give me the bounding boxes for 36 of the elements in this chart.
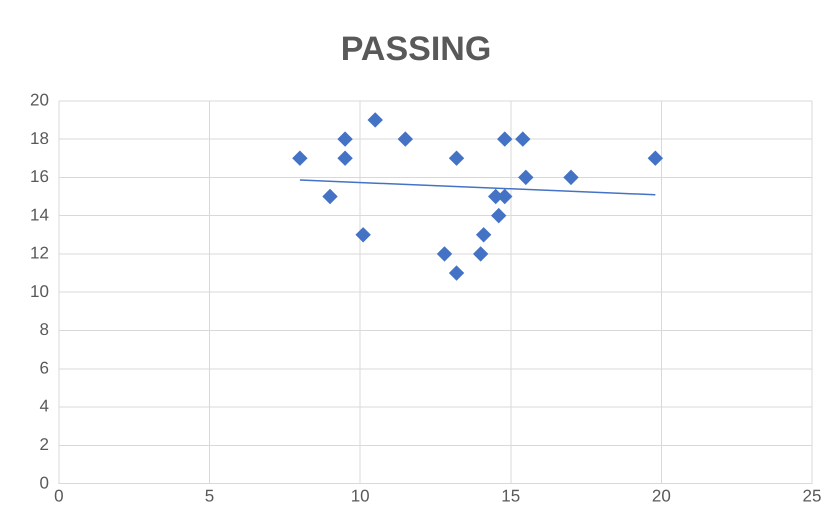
y-tick-label: 18 [30,128,49,148]
chart-title: PASSING [340,30,492,68]
point [449,266,464,281]
y-tick-label: 16 [30,167,49,186]
point [449,150,464,166]
point [497,132,512,147]
y-tick-label: 20 [30,90,49,110]
x-tick-label: 5 [204,486,214,506]
y-tick-label: 0 [39,473,49,492]
x-tick-label: 20 [652,486,671,506]
point [476,227,492,242]
point [368,112,383,128]
point [322,189,338,204]
y-tick-label: 8 [39,320,49,340]
point [338,150,353,166]
x-tick-label: 10 [350,486,370,506]
point [564,170,579,185]
point [648,150,663,166]
point [398,132,413,147]
y-tick-label: 12 [30,244,49,263]
point [338,132,353,147]
point [491,208,506,224]
x-tick-label: 25 [802,486,822,506]
x-tick-label: 15 [501,486,520,506]
y-tick-label: 2 [39,435,49,454]
point [473,246,488,262]
x-tick-label: 0 [54,486,64,506]
point [292,150,308,166]
y-tick-label: 14 [30,205,49,224]
point [436,246,452,262]
y-tick-label: 10 [30,282,49,301]
y-tick-label: 4 [39,396,49,416]
point [518,170,534,185]
y-tick-label: 6 [39,358,49,378]
point [356,227,371,242]
point [515,132,530,147]
